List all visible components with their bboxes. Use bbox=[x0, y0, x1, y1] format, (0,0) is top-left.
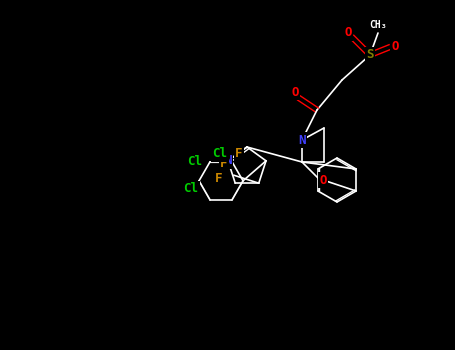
Text: F: F bbox=[215, 172, 222, 185]
Text: N: N bbox=[298, 133, 306, 147]
Text: CH₃: CH₃ bbox=[369, 20, 387, 30]
Text: O: O bbox=[319, 174, 327, 187]
Text: O: O bbox=[344, 27, 352, 40]
Text: O: O bbox=[291, 85, 299, 98]
Text: F: F bbox=[235, 147, 243, 160]
Text: Cl: Cl bbox=[212, 147, 228, 160]
Text: Cl: Cl bbox=[183, 182, 198, 195]
Text: O: O bbox=[391, 41, 399, 54]
Text: Cl: Cl bbox=[187, 155, 202, 168]
Text: F: F bbox=[220, 157, 228, 170]
Text: S: S bbox=[366, 49, 374, 62]
Text: N: N bbox=[224, 154, 232, 167]
